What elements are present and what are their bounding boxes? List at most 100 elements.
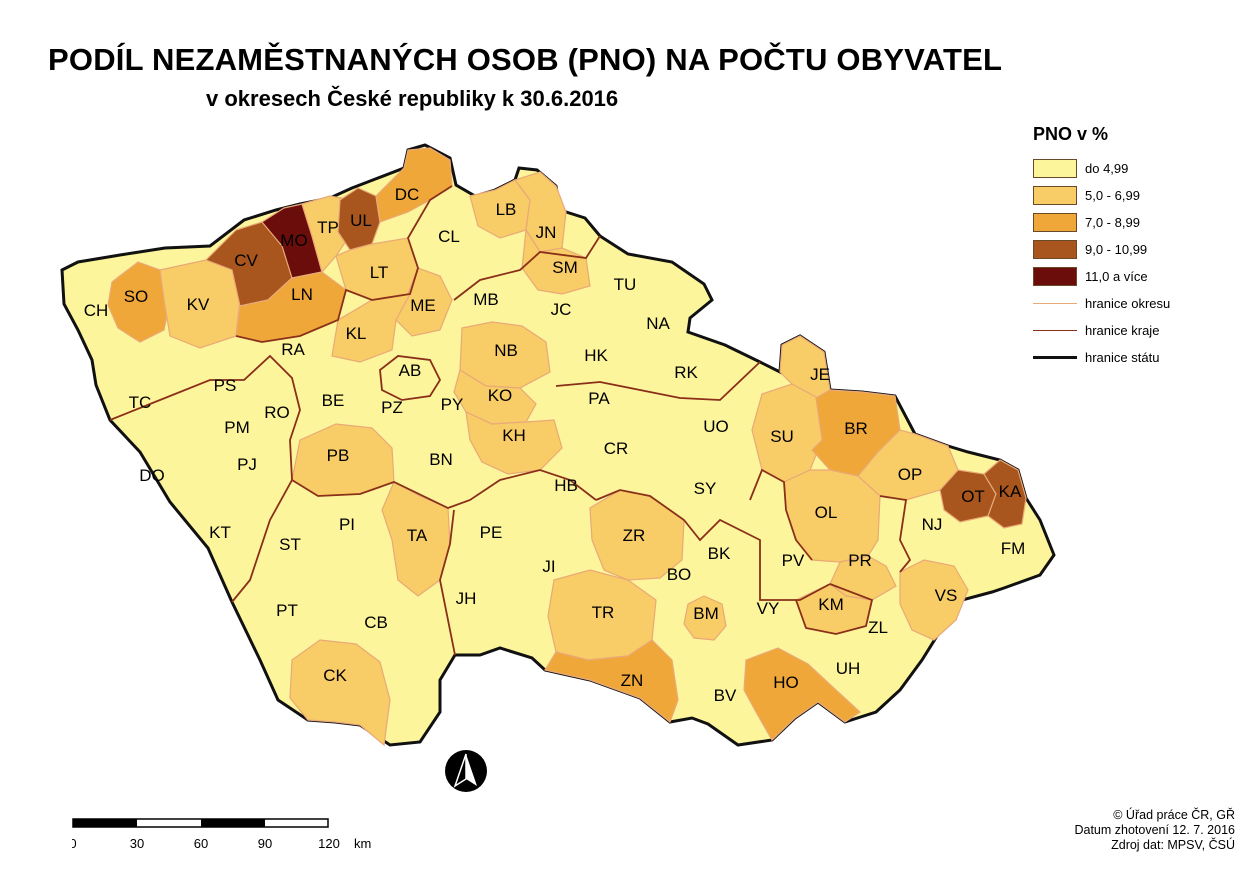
district-label-ck: CK xyxy=(323,666,347,685)
scale-unit: km xyxy=(354,836,371,851)
district-bm xyxy=(683,595,727,641)
district-me xyxy=(395,267,453,337)
district-label-ji: JI xyxy=(542,557,555,576)
district-label-cb: CB xyxy=(364,613,388,632)
north-arrow-icon xyxy=(443,748,489,799)
district-label-tp: TP xyxy=(317,218,339,237)
district-zn xyxy=(544,639,679,723)
district-label-vy: VY xyxy=(757,599,780,618)
region-boundary xyxy=(291,469,597,509)
district-label-sm: SM xyxy=(552,258,578,277)
district-label-ot: OT xyxy=(961,487,985,506)
district-label-be: BE xyxy=(322,391,345,410)
legend-class-label: do 4,99 xyxy=(1085,161,1129,176)
district-label-km: KM xyxy=(818,595,844,614)
region-boundary xyxy=(795,583,874,635)
district-label-pm: PM xyxy=(224,418,250,437)
district-ul xyxy=(337,187,381,251)
district-label-zn: ZN xyxy=(621,671,644,690)
district-label-ln: LN xyxy=(291,285,313,304)
district-label-ta: TA xyxy=(407,526,428,545)
district-label-bv: BV xyxy=(714,686,737,705)
district-sm xyxy=(521,228,591,295)
district-label-kv: KV xyxy=(187,295,210,314)
district-label-uo: UO xyxy=(703,417,729,436)
legend-line-sample xyxy=(1033,303,1077,304)
district-label-br: BR xyxy=(844,419,868,438)
legend-class-item: do 4,99 xyxy=(1033,155,1243,182)
district-label-op: OP xyxy=(898,465,923,484)
district-label-jn: JN xyxy=(536,223,557,242)
legend-line-label: hranice okresu xyxy=(1085,296,1171,311)
legend-class-item: 7,0 - 8,99 xyxy=(1033,209,1243,236)
scale-tick-label: 60 xyxy=(194,836,208,851)
district-label-ra: RA xyxy=(281,340,305,359)
district-label-pi: PI xyxy=(339,515,355,534)
district-label-ko: KO xyxy=(488,386,513,405)
legend-swatch xyxy=(1033,186,1077,205)
district-label-st: ST xyxy=(279,535,301,554)
district-so xyxy=(107,261,171,343)
district-label-hk: HK xyxy=(584,346,608,365)
district-label-kl: KL xyxy=(346,324,367,343)
region-boundary xyxy=(109,354,301,603)
region-boundary xyxy=(749,468,813,561)
district-label-lt: LT xyxy=(370,263,389,282)
district-label-tc: TC xyxy=(129,393,152,412)
district-label-pb: PB xyxy=(327,446,350,465)
district-label-ch: CH xyxy=(84,301,109,320)
district-label-jc: JC xyxy=(551,300,572,319)
district-label-tr: TR xyxy=(592,603,615,622)
district-label-do: DO xyxy=(139,466,165,485)
scale-tick-label: 0 xyxy=(72,836,77,851)
district-label-sy: SY xyxy=(694,479,717,498)
district-label-bm: BM xyxy=(693,604,719,623)
map-title: PODÍL NEZAMĚSTNANÝCH OSOB (PNO) NA POČTU… xyxy=(48,42,1003,77)
credit-line: Zdroj dat: MPSV, ČSÚ xyxy=(1111,838,1235,852)
legend-line-label: hranice kraje xyxy=(1085,323,1160,338)
credit-line: Datum zhotovení 12. 7. 2016 xyxy=(1074,823,1235,837)
district-label-cr: CR xyxy=(604,439,629,458)
legend-class-label: 11,0 a více xyxy=(1085,269,1148,284)
district-label-pz: PZ xyxy=(381,398,403,417)
district-dc xyxy=(375,147,453,223)
district-label-hb: HB xyxy=(554,476,578,495)
legend-line-sample xyxy=(1033,330,1077,331)
district-label-pt: PT xyxy=(276,601,298,620)
district-label-mo: MO xyxy=(280,231,307,250)
scale-tick-label: 90 xyxy=(258,836,272,851)
region-boundary xyxy=(453,235,601,301)
district-label-uh: UH xyxy=(836,659,861,678)
scale-bar: 0 30 60 90 120 km xyxy=(69,818,382,859)
district-label-nj: NJ xyxy=(922,515,943,534)
district-polygons xyxy=(107,147,1027,747)
district-label-jh: JH xyxy=(456,589,477,608)
district-label-fm: FM xyxy=(1001,539,1026,558)
map-subtitle: v okresech České republiky k 30.6.2016 xyxy=(206,86,619,111)
legend-line-label: hranice státu xyxy=(1085,350,1160,365)
region-boundary xyxy=(439,509,456,656)
district-ck xyxy=(289,639,391,747)
credit-line: © Úřad práce ČR, GŘ xyxy=(1113,808,1235,822)
legend-class-label: 9,0 - 10,99 xyxy=(1085,242,1148,257)
district-label-je: JE xyxy=(810,365,830,384)
district-label-lb: LB xyxy=(496,200,517,219)
district-label-pa: PA xyxy=(588,389,610,408)
district-label-su: SU xyxy=(770,427,794,446)
district-label-ul: UL xyxy=(350,211,372,230)
legend-class-item: 11,0 a více xyxy=(1033,263,1243,290)
legend-class-label: 7,0 - 8,99 xyxy=(1085,215,1140,230)
district-label-me: ME xyxy=(410,296,436,315)
legend: PNO v % do 4,99 5,0 - 6,99 7,0 - 8,99 9,0 -… xyxy=(1033,124,1243,371)
district-label-ka: KA xyxy=(999,482,1022,501)
legend-swatch xyxy=(1033,213,1077,232)
district-label-so: SO xyxy=(124,287,149,306)
district-label-pv: PV xyxy=(782,551,805,570)
district-label-bo: BO xyxy=(667,565,692,584)
district-label-cl: CL xyxy=(438,227,460,246)
legend-class-item: 5,0 - 6,99 xyxy=(1033,182,1243,209)
credits: © Úřad práce ČR, GŘ Datum zhotovení 12. … xyxy=(1074,808,1235,853)
district-label-py: PY xyxy=(441,395,464,414)
region-boundary xyxy=(235,185,453,343)
